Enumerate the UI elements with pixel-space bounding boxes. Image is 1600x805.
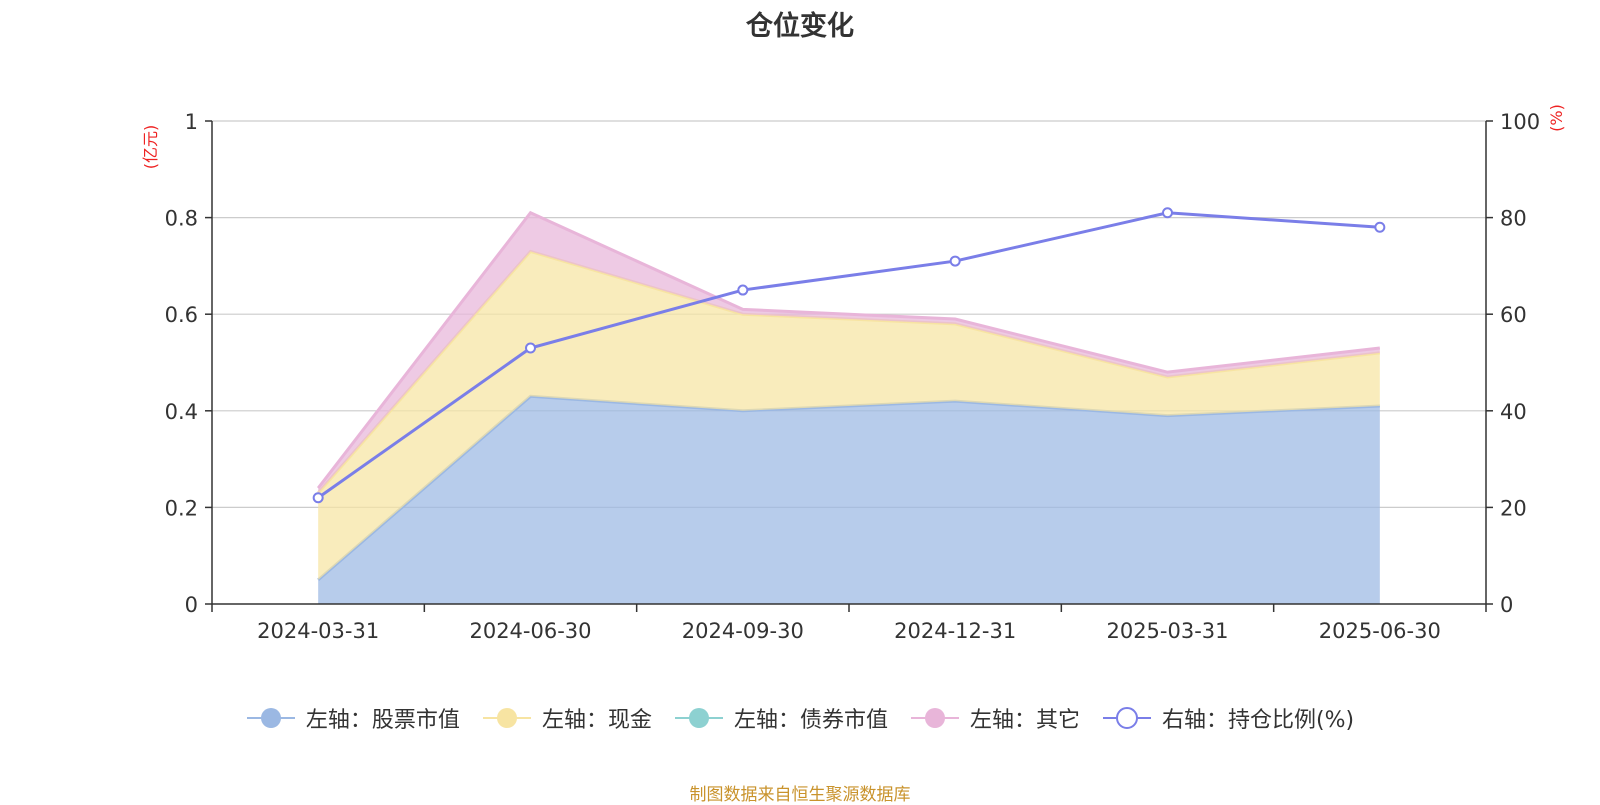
- stacked-areas: [316, 210, 1381, 604]
- area-series-0: [318, 396, 1380, 604]
- left-tick-label: 0.4: [165, 400, 198, 424]
- x-tick-label: 2024-12-31: [894, 619, 1016, 643]
- legend-swatch-icon: [246, 708, 295, 728]
- right-axis-unit: (%): [1547, 104, 1566, 132]
- legend-label: 右轴：持仓比例(%): [1161, 708, 1355, 733]
- right-tick-label: 60: [1500, 303, 1527, 327]
- line-point: [949, 255, 961, 267]
- legend-swatch-icon: [674, 708, 723, 728]
- legend-swatch-icon: [910, 708, 959, 728]
- right-tick-label: 100: [1500, 110, 1540, 134]
- x-tick-label: 2024-03-31: [257, 619, 379, 643]
- source-note: 制图数据来自恒生聚源数据库: [689, 785, 911, 805]
- legend-label: 左轴：现金: [541, 708, 652, 733]
- right-tick-label: 80: [1500, 207, 1527, 231]
- left-tick-label: 0.8: [165, 207, 198, 231]
- legend-item[interactable]: 左轴：股票市值: [246, 702, 460, 734]
- axes: 0 0.2 0.4 0.6 0.8 1 0 20 40 60 80 100 2024-03-31 2024…: [141, 104, 1566, 643]
- left-tick-label: 1: [185, 110, 198, 134]
- legend-swatch-icon: [482, 708, 531, 728]
- x-tick-label: 2025-06-30: [1319, 619, 1441, 643]
- area-edge-3: [316, 210, 1381, 489]
- legend-item[interactable]: 左轴：其它: [910, 702, 1080, 734]
- chart-title: 仓位变化: [746, 11, 854, 42]
- legend-item[interactable]: 右轴：持仓比例(%): [1102, 702, 1354, 734]
- legend-label: 左轴：债券市值: [733, 708, 888, 733]
- ratio-line: [312, 207, 1386, 504]
- legend: 左轴：股票市值 左轴：现金 左轴：债券市值 左轴：其它 右轴：持仓比例(%): [0, 702, 1600, 734]
- x-tick-label: 2024-09-30: [682, 619, 804, 643]
- left-tick-label: 0.6: [165, 303, 198, 327]
- left-tick-label: 0: [185, 593, 198, 617]
- line-point: [312, 492, 324, 504]
- legend-swatch-icon: [1102, 707, 1151, 729]
- x-tick-label: 2024-06-30: [469, 619, 591, 643]
- left-axis-unit: (亿元): [141, 125, 160, 170]
- right-tick-label: 20: [1500, 496, 1527, 520]
- x-tick-label: 2025-03-31: [1106, 619, 1228, 643]
- legend-item[interactable]: 左轴：债券市值: [674, 702, 888, 734]
- legend-label: 左轴：其它: [969, 708, 1080, 733]
- line-point: [525, 342, 536, 354]
- legend-label: 左轴：股票市值: [305, 708, 460, 733]
- legend-item[interactable]: 左轴：现金: [482, 702, 652, 734]
- right-tick-label: 0: [1500, 593, 1513, 617]
- right-tick-label: 40: [1500, 400, 1527, 424]
- line-point: [1162, 207, 1173, 219]
- left-tick-label: 0.2: [165, 496, 198, 520]
- line-series-0: [317, 211, 1380, 499]
- line-point: [1374, 221, 1386, 233]
- line-point: [737, 284, 749, 296]
